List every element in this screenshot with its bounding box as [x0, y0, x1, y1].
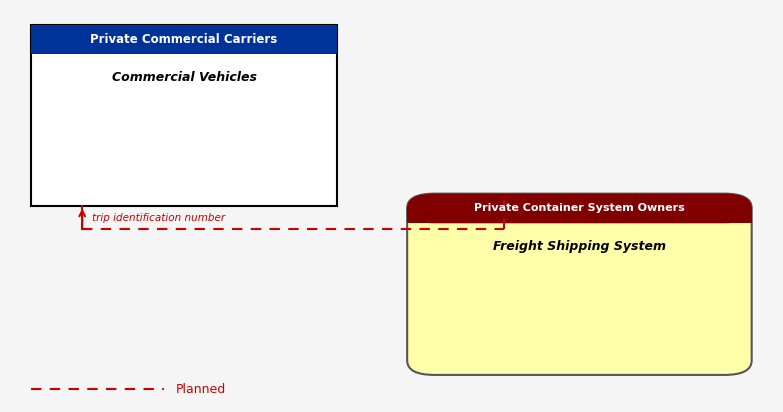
Text: Private Commercial Carriers: Private Commercial Carriers	[90, 33, 278, 46]
Text: Private Container System Owners: Private Container System Owners	[474, 204, 685, 213]
FancyBboxPatch shape	[407, 194, 752, 375]
Text: Freight Shipping System: Freight Shipping System	[493, 240, 666, 253]
FancyBboxPatch shape	[31, 25, 337, 54]
Text: trip identification number: trip identification number	[92, 213, 226, 223]
Text: Commercial Vehicles: Commercial Vehicles	[111, 71, 257, 84]
FancyBboxPatch shape	[31, 25, 337, 206]
Text: Planned: Planned	[176, 383, 226, 396]
FancyBboxPatch shape	[407, 207, 752, 223]
FancyBboxPatch shape	[407, 194, 752, 223]
